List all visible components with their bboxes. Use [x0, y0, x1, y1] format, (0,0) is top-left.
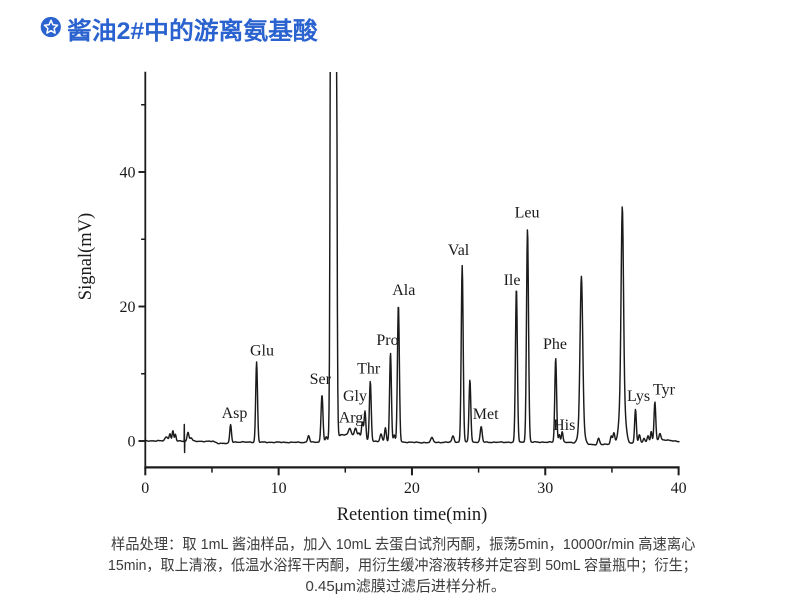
svg-text:Met: Met	[473, 406, 499, 423]
svg-text:Pro: Pro	[376, 332, 398, 349]
svg-text:Thr: Thr	[357, 361, 381, 378]
svg-text:20: 20	[120, 299, 136, 316]
svg-text:Phe: Phe	[543, 336, 567, 353]
svg-text:Ala: Ala	[392, 282, 415, 299]
svg-text:Tyr: Tyr	[653, 382, 676, 399]
svg-text:0: 0	[128, 433, 136, 450]
svg-text:Lys: Lys	[627, 388, 650, 405]
svg-text:30: 30	[537, 480, 553, 497]
svg-text:10: 10	[271, 480, 287, 497]
svg-text:Retention time(min): Retention time(min)	[337, 505, 488, 525]
svg-text:Asp: Asp	[222, 405, 248, 422]
svg-text:His: His	[553, 417, 575, 434]
svg-text:Leu: Leu	[515, 204, 540, 221]
svg-text:0: 0	[141, 480, 149, 497]
svg-text:Val: Val	[448, 242, 470, 259]
svg-text:Signal(mV): Signal(mV)	[76, 213, 96, 300]
svg-text:Ile: Ile	[504, 272, 521, 289]
svg-text:40: 40	[120, 164, 136, 181]
svg-text:Ser: Ser	[310, 371, 332, 388]
svg-text:Gly: Gly	[343, 388, 367, 405]
svg-text:20: 20	[404, 480, 420, 497]
svg-text:Glu: Glu	[250, 343, 274, 360]
svg-text:40: 40	[671, 480, 687, 497]
svg-text:Arg: Arg	[339, 410, 364, 427]
